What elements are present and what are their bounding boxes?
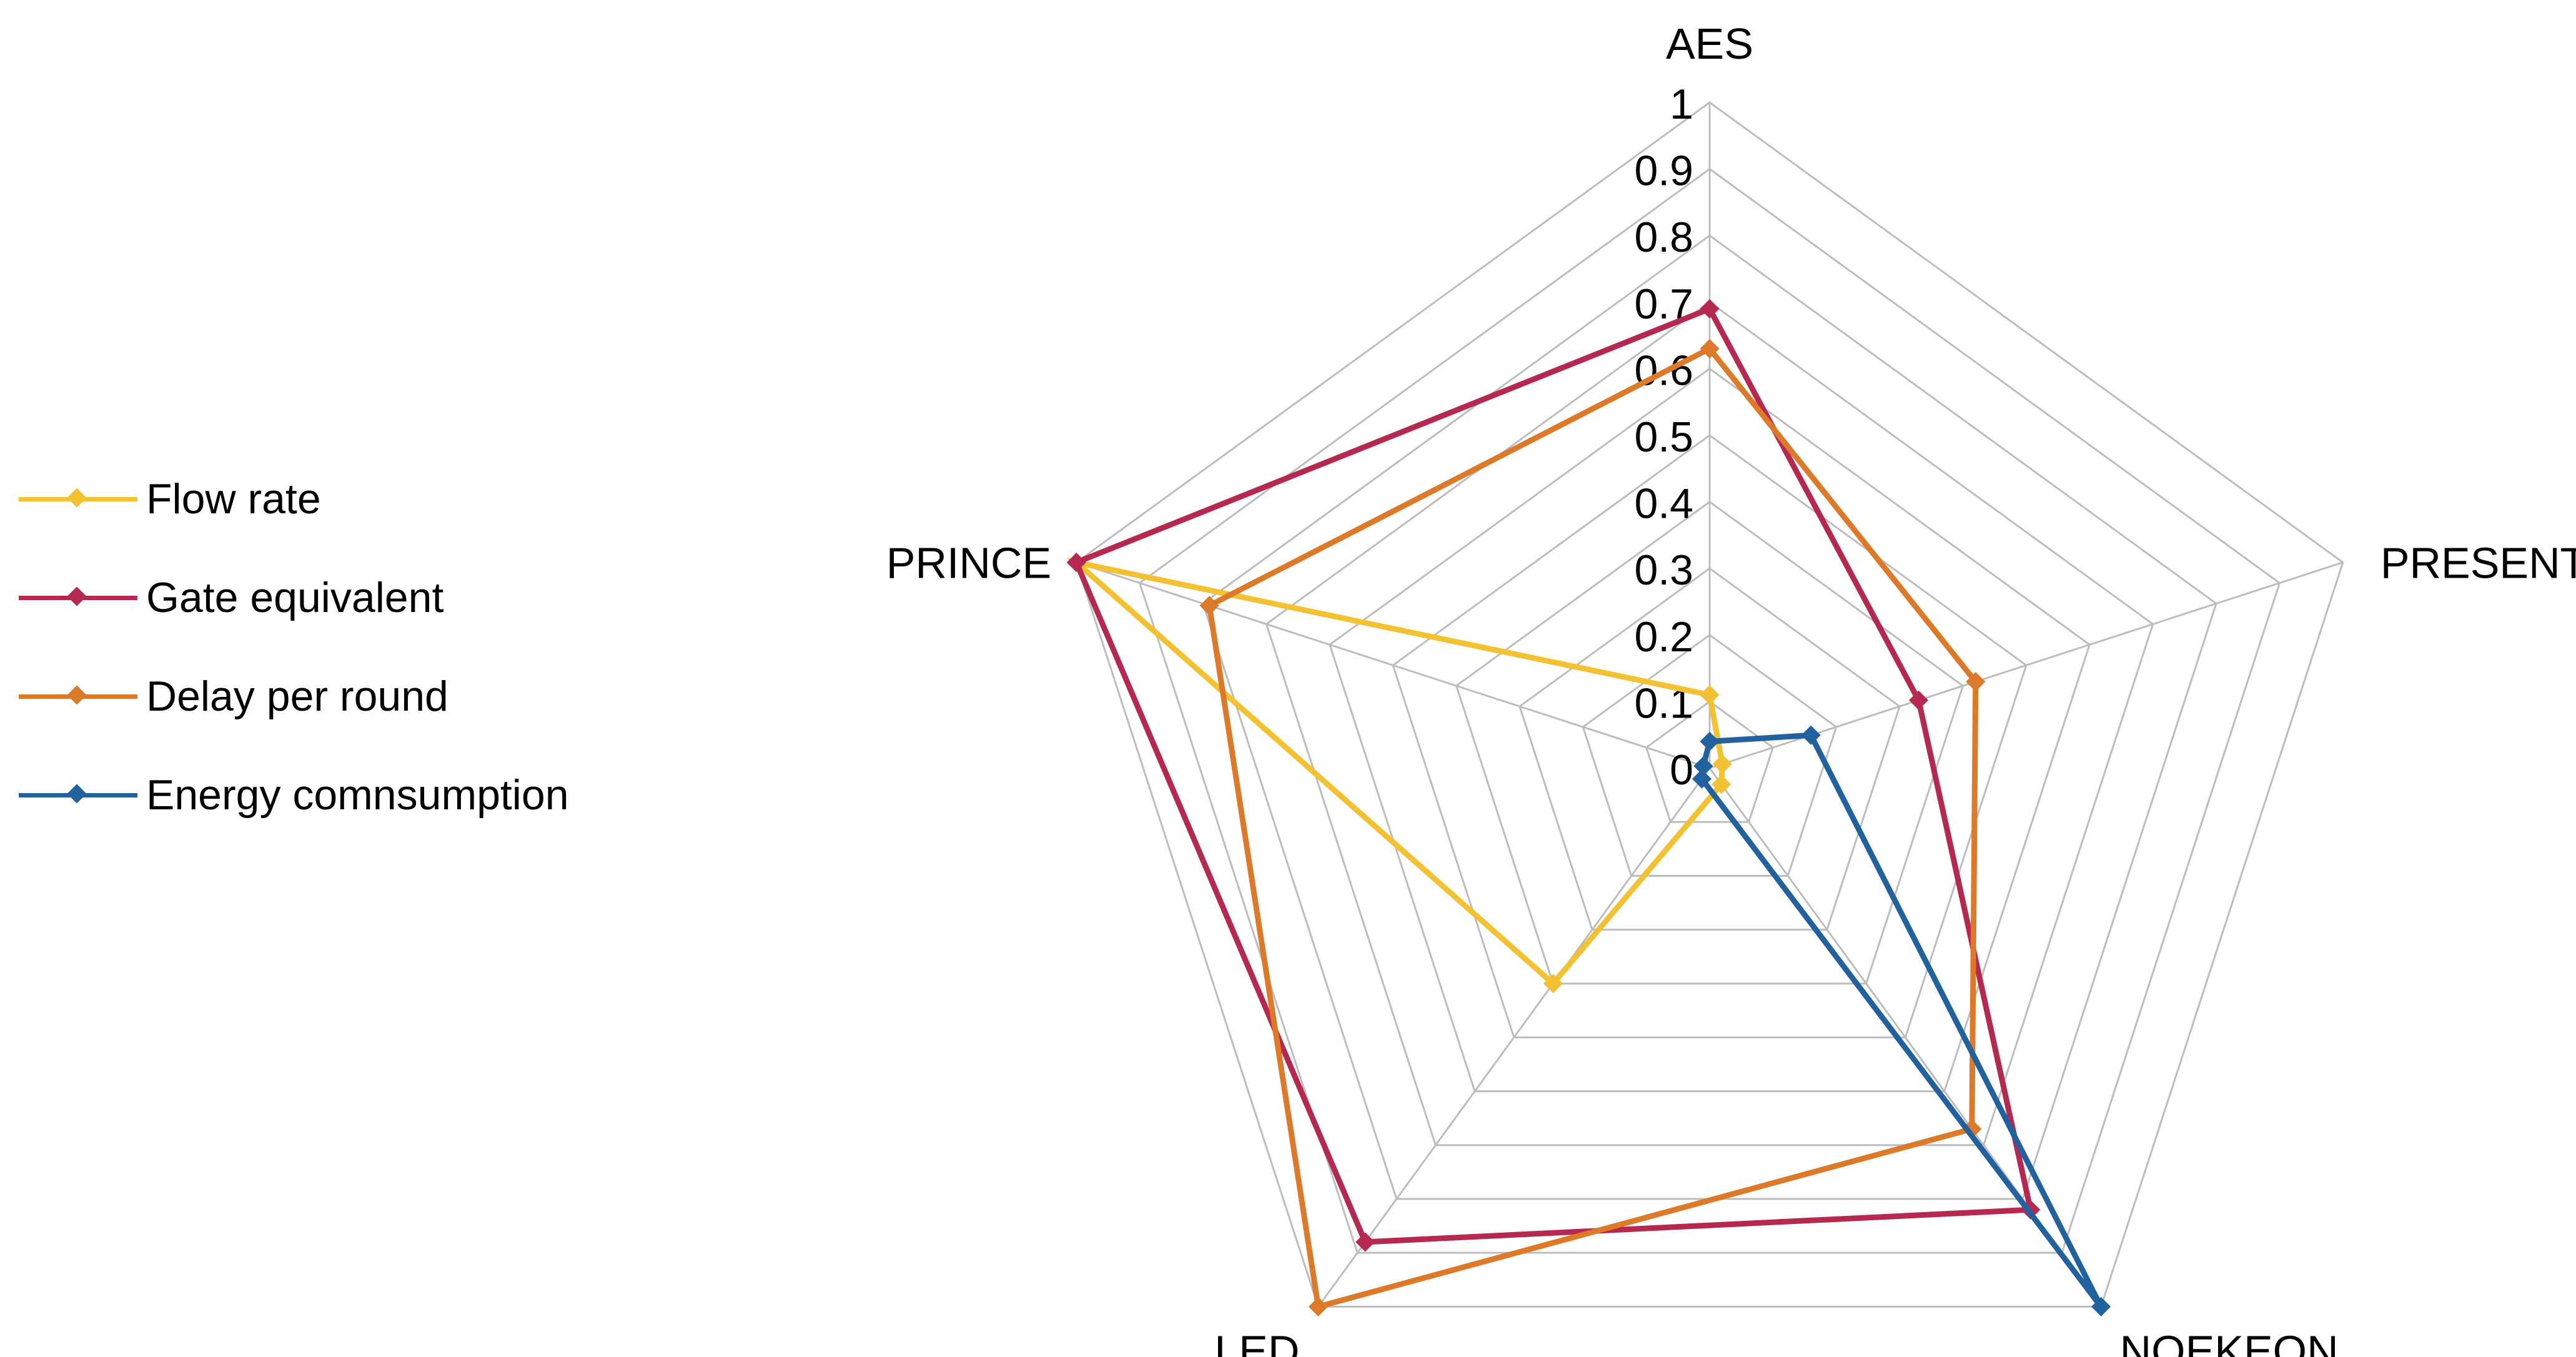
legend-label: Flow rate xyxy=(146,475,321,523)
series-line xyxy=(1206,345,1979,1311)
axis-labels: AES PRESENT NOEKEON LED PRINCE xyxy=(886,19,2576,1357)
series-marker xyxy=(1712,774,1731,794)
grid-spoke xyxy=(1076,561,1710,769)
series-line xyxy=(1073,305,2034,1245)
series-marker xyxy=(1199,596,1219,616)
series-3 xyxy=(1199,338,1986,1316)
legend-label: Energy comnsumption xyxy=(146,771,569,819)
data-series xyxy=(1066,299,2111,1316)
legend-swatch xyxy=(19,782,137,807)
series-marker xyxy=(1700,299,1720,319)
axis-label-present: PRESENT xyxy=(2380,539,2576,588)
grid-spoke xyxy=(1317,767,1711,1308)
series-marker xyxy=(1308,1296,1328,1316)
legend-swatch xyxy=(19,486,137,511)
legend-marker xyxy=(67,488,87,508)
legend-marker xyxy=(67,586,87,606)
series-marker xyxy=(1355,1232,1375,1252)
legend-item: Gate equivalent xyxy=(19,548,569,647)
series-marker xyxy=(1692,769,1712,789)
series-marker xyxy=(1712,754,1732,774)
legend-item: Energy comnsumption xyxy=(19,746,569,844)
grid-ring xyxy=(1518,567,1901,931)
legend-item: Flow rate xyxy=(19,450,569,548)
legend-marker xyxy=(67,685,87,705)
tick-label: 0.9 xyxy=(1634,147,1693,195)
tick-label: 0.5 xyxy=(1634,413,1693,461)
axis-label-aes: AES xyxy=(1666,19,1753,68)
legend-marker xyxy=(67,784,87,804)
tick-label: 0.3 xyxy=(1634,546,1693,594)
series-marker xyxy=(1801,725,1821,745)
series-marker xyxy=(1543,974,1563,994)
series-marker xyxy=(1700,685,1720,705)
series-marker xyxy=(1700,731,1720,751)
grid-ring xyxy=(1392,434,2028,1039)
tick-label: 1 xyxy=(1670,81,1693,128)
series-2 xyxy=(1066,299,2041,1252)
grid-ring xyxy=(1075,101,2344,1308)
axis-label-noekeon: NOEKEON xyxy=(2120,1326,2339,1357)
series-marker xyxy=(1909,690,1929,710)
grid-ring xyxy=(1582,633,1838,877)
series-marker xyxy=(1966,672,1986,692)
grid-ring xyxy=(1455,500,1964,985)
tick-label: 0.2 xyxy=(1634,613,1693,661)
axis-label-led: LED xyxy=(1214,1326,1299,1357)
legend-label: Gate equivalent xyxy=(146,574,444,621)
series-marker xyxy=(1700,338,1720,358)
grid-ring xyxy=(1265,300,2154,1147)
legend: Flow rate Gate equivalent Delay per round E… xyxy=(19,450,569,844)
tick-label: 0.4 xyxy=(1634,480,1693,528)
tick-label: 0.8 xyxy=(1634,214,1693,261)
legend-label: Delay per round xyxy=(146,673,448,720)
series-marker xyxy=(1693,756,1713,776)
series-marker xyxy=(2091,1296,2111,1316)
legend-swatch xyxy=(19,684,137,709)
series-line xyxy=(1066,557,1725,988)
grid-ring xyxy=(1138,167,2281,1254)
series-4 xyxy=(1692,725,2111,1316)
grid-ring xyxy=(1328,367,2091,1092)
legend-item: Delay per round xyxy=(19,647,569,746)
legend-swatch xyxy=(19,585,137,610)
tick-label: 0 xyxy=(1670,746,1693,794)
axis-label-prince: PRINCE xyxy=(886,539,1051,588)
